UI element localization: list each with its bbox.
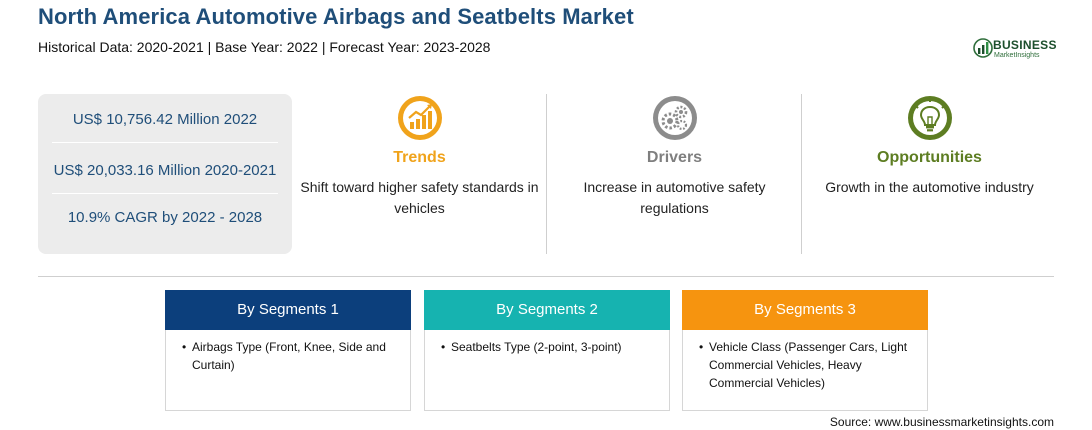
segment-item-3: • Vehicle Class (Passenger Cars, Light C…: [699, 338, 919, 392]
logo-name: BUSINESS: [993, 38, 1057, 52]
gears-icon: [653, 96, 697, 140]
bullet: •: [699, 340, 704, 354]
stat-cagr: 10.9% CAGR by 2022 - 2028: [67, 209, 263, 226]
card-title-opportunities: Opportunities: [877, 149, 982, 166]
stat-market-value-historical: US$ 20,033.16 Million 2020-2021: [53, 162, 277, 179]
segment-card-2: By Segments 2 • Seatbelts Type (2-point,…: [424, 290, 670, 411]
source-note: Source: www.businessmarketinsights.com: [829, 415, 1054, 429]
card-divider: [801, 94, 802, 254]
stat-market-value-2022: US$ 10,756.42 Million 2022: [72, 111, 258, 128]
logo-tagline: MarketInsights: [994, 52, 1040, 59]
card-title-trends: Trends: [393, 149, 446, 166]
card-text-drivers: Increase in automotive safety regulation…: [583, 179, 766, 216]
segment-item-text: Vehicle Class (Passenger Cars, Light Com…: [709, 340, 908, 390]
card-text-opportunities: Growth in the automotive industry: [825, 179, 1034, 195]
logo-mark-icon: [973, 38, 993, 58]
market-stats-panel: US$ 10,756.42 Million 2022 US$ 20,033.16…: [38, 94, 292, 254]
brand-logo: BUSINESS MarketInsights: [972, 34, 1062, 64]
stat-divider: [52, 142, 278, 143]
card-title-drivers: Drivers: [646, 149, 703, 166]
segment-item-text: Seatbelts Type (2-point, 3-point): [451, 340, 622, 354]
segment-card-3: By Segments 3 • Vehicle Class (Passenger…: [682, 290, 928, 411]
trend-chart-icon: [398, 96, 442, 140]
card-opportunities: Opportunities Growth in the automotive i…: [802, 94, 1057, 254]
card-text-trends: Shift toward higher safety standards in …: [300, 179, 539, 216]
segment-card-1: By Segments 1 • Airbags Type (Front, Kne…: [165, 290, 411, 411]
stat-divider: [52, 193, 278, 194]
lightbulb-icon: [908, 96, 952, 140]
segment-header-1: By Segments 1: [165, 290, 411, 330]
segment-header-3: By Segments 3: [682, 290, 928, 330]
bullet: •: [182, 340, 187, 354]
bullet: •: [441, 340, 446, 354]
card-drivers: Drivers Increase in automotive safety re…: [547, 94, 802, 254]
segment-header-2: By Segments 2: [424, 290, 670, 330]
section-divider: [38, 276, 1054, 277]
page-title: North America Automotive Airbags and Sea…: [38, 4, 634, 29]
card-divider: [546, 94, 547, 254]
page-subtitle: Historical Data: 2020-2021 | Base Year: …: [38, 39, 491, 55]
segment-item-1: • Airbags Type (Front, Knee, Side and Cu…: [182, 338, 402, 374]
card-trends: Trends Shift toward higher safety standa…: [292, 94, 547, 254]
segment-item-2: • Seatbelts Type (2-point, 3-point): [441, 338, 661, 356]
segment-item-text: Airbags Type (Front, Knee, Side and Curt…: [192, 340, 386, 372]
